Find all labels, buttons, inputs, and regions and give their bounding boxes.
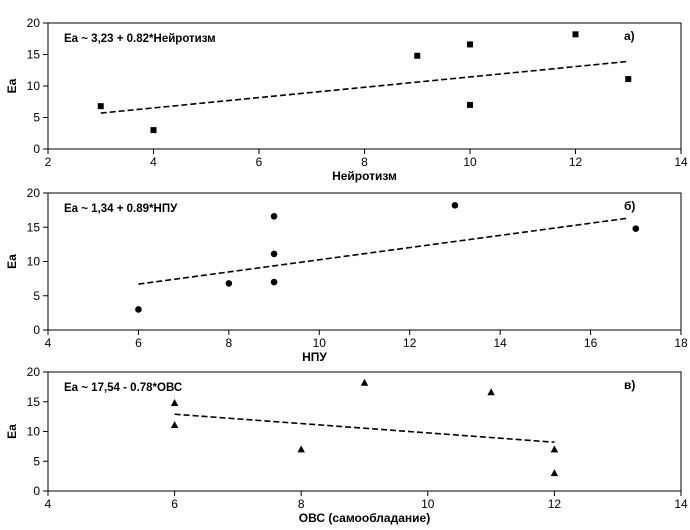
x-axis-label: ОВС (самообладание): [299, 511, 430, 525]
x-tick-label: 8: [298, 497, 305, 511]
x-tick-label: 6: [135, 336, 142, 350]
y-tick-label: 20: [27, 186, 41, 200]
chart-panel-1: 0 5 10 15 20 2 4 6 8 10 12 14 Нейротизм Ea Ea ~ 3,23 +…: [5, 16, 688, 183]
y-tick-label: 15: [27, 48, 41, 62]
y-tick-label: 15: [27, 220, 41, 234]
x-tick-label: 14: [674, 497, 688, 511]
y-tick-label: 20: [27, 16, 41, 30]
regression-line: [100, 60, 629, 114]
x-tick-label: 2: [45, 155, 52, 169]
y-tick-label: 5: [33, 454, 40, 468]
x-tick-label: 16: [584, 336, 598, 350]
regression-equation: Ea ~ 1,34 + 0.89*НПУ: [64, 203, 178, 215]
data-point: [135, 306, 142, 313]
y-tick-label: 0: [33, 142, 40, 156]
x-tick-label: 12: [548, 497, 562, 511]
panel-label: б): [624, 199, 635, 213]
data-point: [625, 76, 632, 83]
regression-equation: Ea ~ 17,54 - 0.78*ОВС: [64, 382, 182, 394]
data-point: [270, 278, 278, 286]
regression-line: [174, 413, 555, 444]
data-point: [170, 420, 179, 428]
y-axis-label: Ea: [5, 78, 19, 93]
data-point: [270, 250, 278, 258]
x-tick-label: 4: [45, 336, 52, 350]
y-tick-label: 20: [27, 365, 41, 379]
data-point: [451, 202, 459, 209]
data-point: [414, 52, 421, 59]
x-axis-label: НПУ: [302, 350, 327, 364]
data-point: [170, 398, 179, 406]
data-point: [487, 388, 495, 396]
data-point: [150, 127, 157, 134]
regression-equation: Ea ~ 3,23 + 0.82*Нейротизм: [64, 33, 216, 45]
data-point: [467, 101, 473, 108]
x-tick-label: 8: [361, 155, 368, 169]
chart-panel-3: 0 5 10 15 20 4 6 8 10 12 14 ОВС (самообладание) Ea Ea…: [5, 365, 688, 525]
regression-line: [138, 217, 627, 285]
data-point: [467, 41, 473, 48]
x-tick-label: 10: [313, 336, 327, 350]
data-point: [572, 31, 579, 38]
data-point: [550, 469, 559, 477]
x-tick-label: 6: [256, 155, 263, 169]
y-tick-label: 10: [27, 425, 41, 439]
data-point: [270, 212, 278, 220]
y-tick-label: 0: [33, 484, 40, 498]
x-tick-label: 12: [569, 155, 583, 169]
x-tick-label: 18: [674, 336, 688, 350]
panel-label: а): [624, 29, 635, 43]
x-tick-label: 14: [493, 336, 507, 350]
data-point: [97, 103, 104, 110]
y-axis-label: Ea: [5, 254, 19, 269]
y-tick-label: 15: [27, 395, 41, 409]
x-tick-label: 6: [171, 497, 178, 511]
x-axis-label: Нейротизм: [332, 169, 397, 183]
data-point: [360, 378, 369, 386]
y-tick-label: 5: [33, 111, 40, 125]
y-tick-label: 10: [27, 255, 41, 269]
x-tick-label: 10: [421, 497, 435, 511]
data-point: [297, 445, 305, 453]
y-tick-label: 5: [33, 289, 40, 303]
data-point: [632, 225, 640, 232]
panel-label: в): [624, 378, 635, 392]
data-point: [550, 445, 559, 453]
y-tick-label: 0: [33, 323, 40, 337]
x-tick-label: 14: [674, 155, 688, 169]
chart-panel-2: 0 5 10 15 20 4 6 8 10 12 14 16 18 НПУ Ea Ea ~ 1,34 + 0.…: [5, 186, 688, 364]
x-tick-label: 8: [226, 336, 233, 350]
x-tick-label: 12: [403, 336, 417, 350]
x-tick-label: 10: [463, 155, 477, 169]
y-axis-label: Ea: [5, 424, 19, 439]
x-tick-label: 4: [150, 155, 157, 169]
data-point: [225, 280, 233, 287]
x-tick-label: 4: [45, 497, 52, 511]
y-tick-label: 10: [27, 79, 41, 93]
